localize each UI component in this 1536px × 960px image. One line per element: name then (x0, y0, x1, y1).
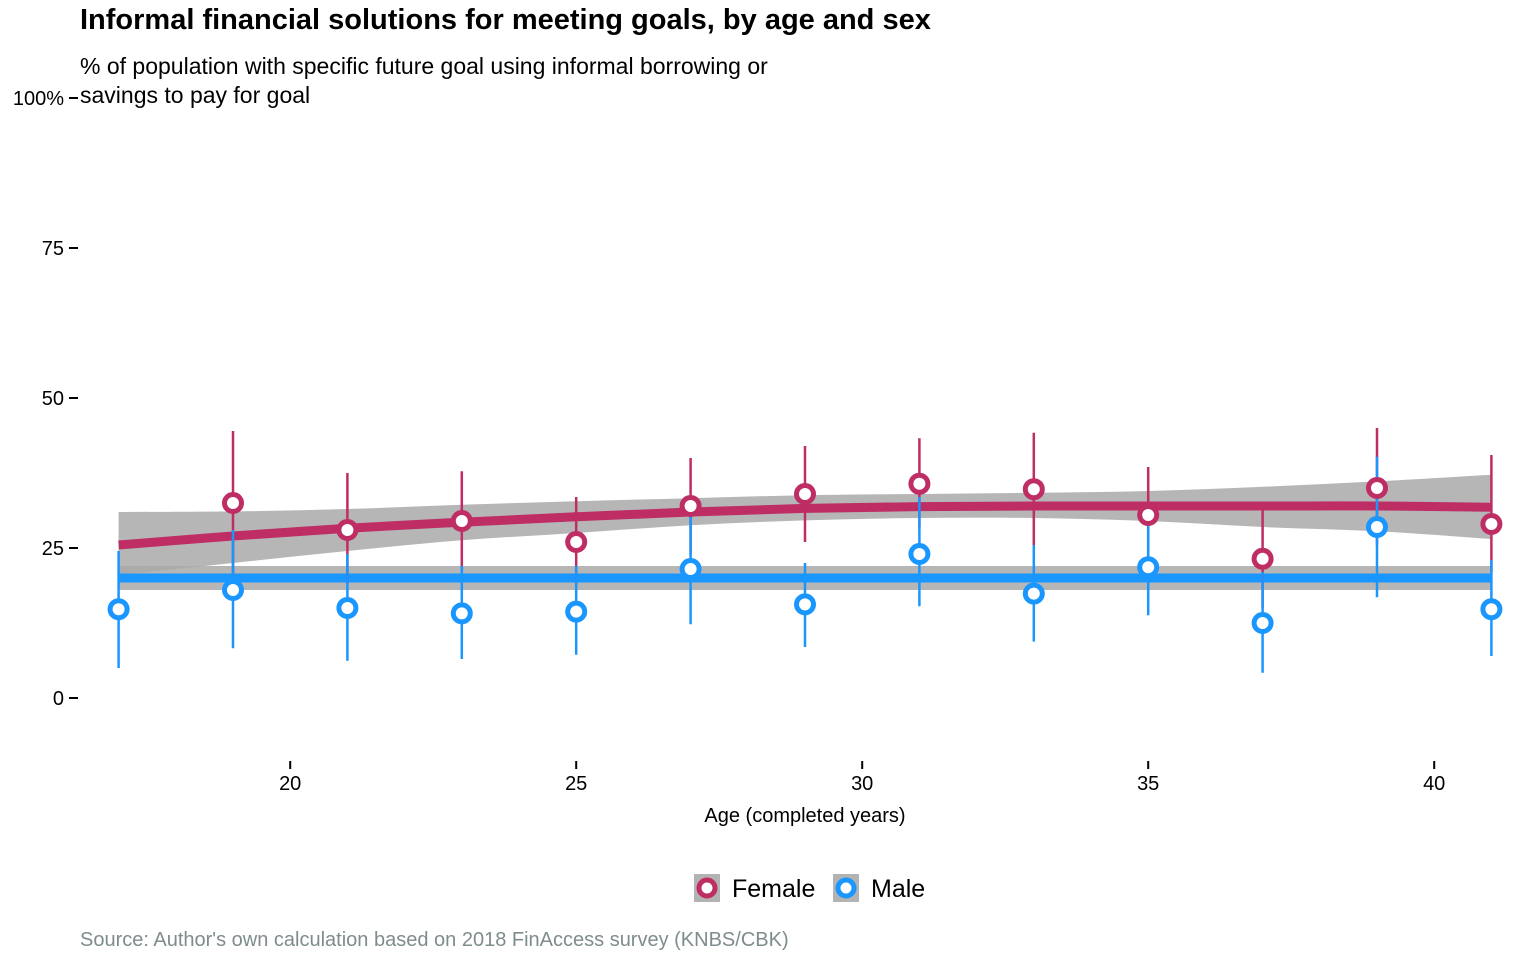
x-axis: 20 25 30 35 40 (279, 761, 1445, 795)
y-tick-label: 0 (53, 688, 64, 710)
point-male (1137, 556, 1160, 579)
point-male (908, 543, 931, 565)
point-female (1366, 477, 1388, 499)
x-tick-label: 25 (565, 773, 587, 795)
y-axis: 0 25 50 75 100% (13, 88, 78, 710)
point-female (336, 519, 359, 541)
y-tick-label: 75 (42, 238, 64, 260)
x-tick-label: 40 (1423, 773, 1445, 795)
point-male (794, 593, 816, 616)
legend-marker-male (835, 877, 857, 899)
point-female (1137, 504, 1160, 526)
point-male (336, 597, 359, 619)
point-female (222, 492, 244, 514)
legend-label-female: Female (732, 875, 815, 903)
point-male (1480, 598, 1503, 621)
legend-label-male: Male (871, 875, 925, 903)
point-female (1022, 478, 1045, 501)
data-points (107, 472, 1503, 634)
x-tick-label: 30 (851, 773, 873, 795)
point-female (565, 531, 588, 553)
point-male (222, 579, 244, 601)
point-female (908, 472, 931, 495)
legend: Female Male (694, 874, 925, 903)
point-male (1366, 516, 1388, 538)
x-axis-label: Age (completed years) (704, 805, 905, 827)
point-male (1022, 582, 1045, 605)
point-female (794, 483, 816, 505)
y-tick-label: 25 (42, 538, 64, 560)
x-tick-label: 35 (1137, 773, 1159, 795)
point-male (565, 600, 588, 623)
point-female (679, 495, 702, 517)
chart-title: Informal financial solutions for meeting… (80, 4, 931, 36)
x-tick-label: 20 (279, 773, 301, 795)
point-female (450, 510, 473, 532)
point-male (1251, 612, 1274, 634)
point-male (450, 602, 473, 625)
point-male (107, 598, 130, 621)
chart-subtitle: % of population with specific future goa… (80, 53, 768, 108)
legend-marker-female (696, 877, 718, 899)
chart-plot: 0 25 50 75 100% 20 25 30 35 40 Age (completed ye… (13, 88, 1503, 903)
point-female (1480, 513, 1503, 535)
source-caption: Source: Author's own calculation based o… (80, 929, 789, 951)
point-male (679, 558, 702, 580)
y-tick-label: 50 (42, 388, 64, 410)
y-tick-label: 100% (13, 88, 64, 110)
point-female (1251, 547, 1274, 570)
